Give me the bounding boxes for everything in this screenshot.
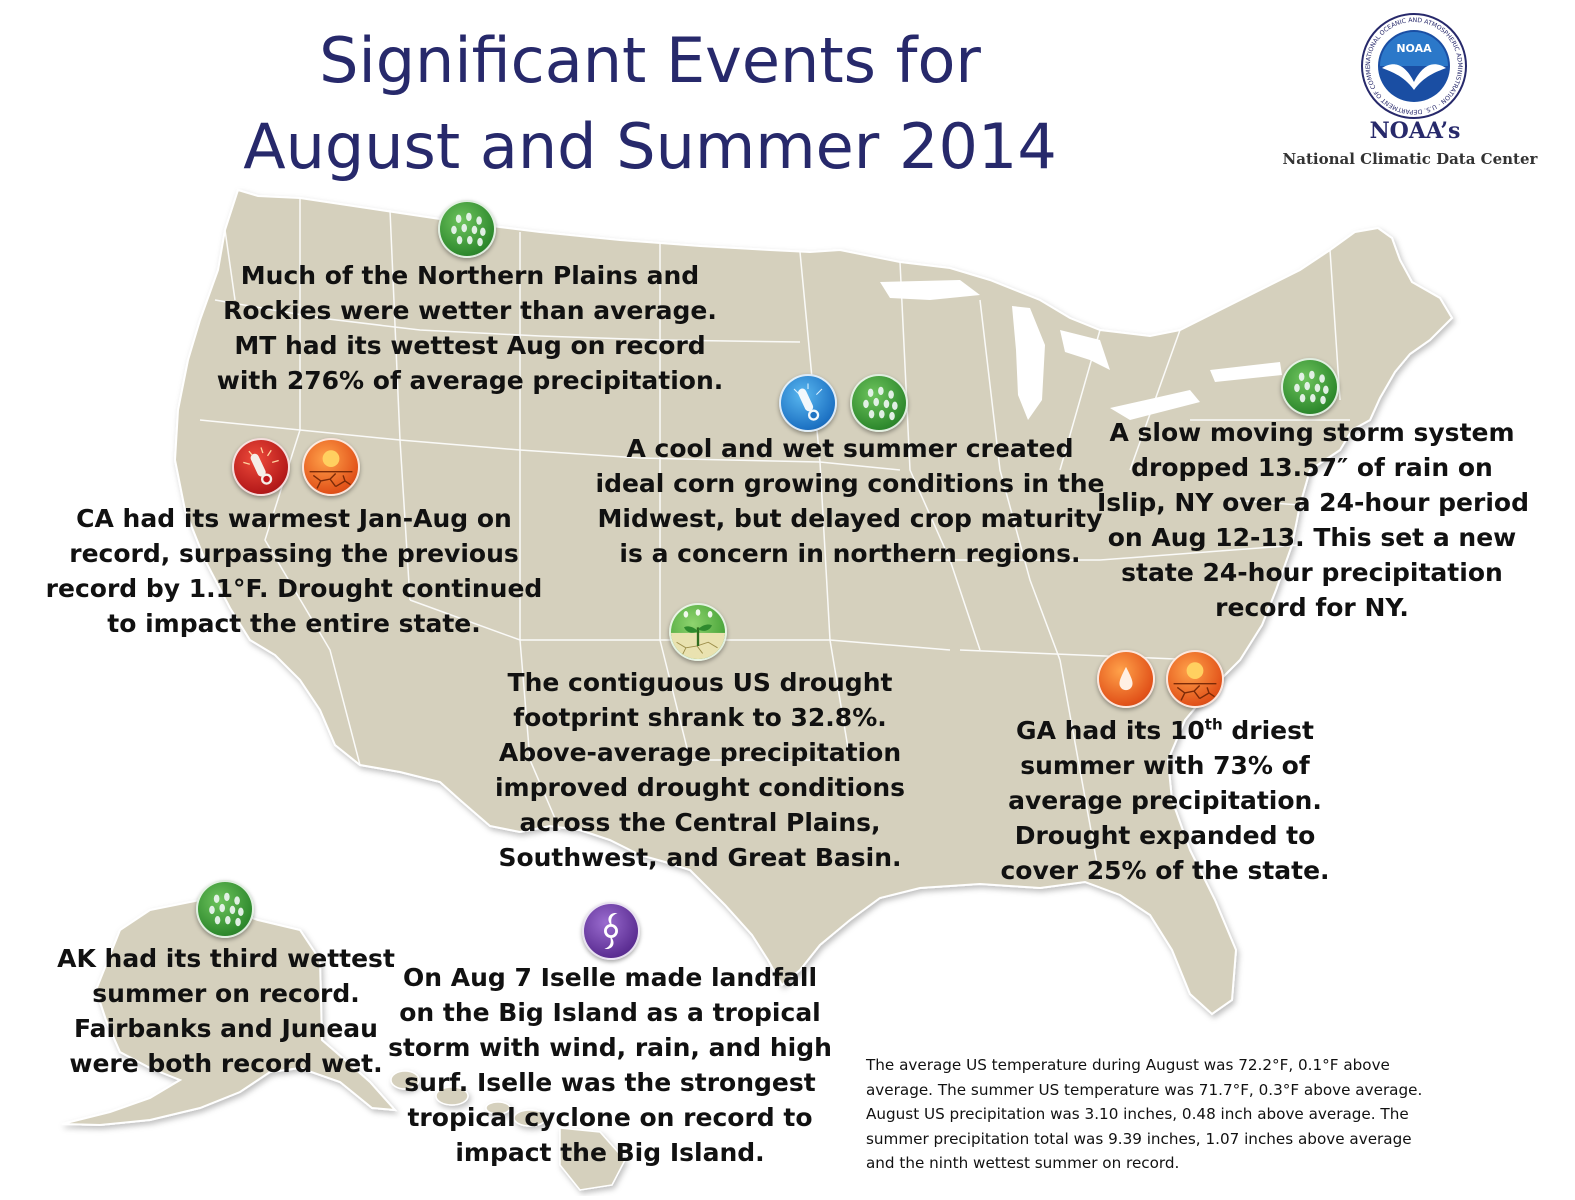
callout-line: Much of the Northern Plains and: [240, 261, 700, 290]
callout-drought-footprint: The contiguous US drought footprint shra…: [480, 665, 920, 875]
callout-line: A cool and wet summer created: [626, 434, 1074, 463]
title-line-2: August and Summer 2014: [243, 110, 1057, 183]
rain-icon: [438, 200, 496, 258]
callout-line: A slow moving storm system: [1109, 418, 1515, 447]
callout-line: record by 1.1°F. Drought continued: [45, 574, 543, 603]
callout-midwest: A cool and wet summer created ideal corn…: [595, 431, 1105, 571]
callout-line: On Aug 7 Iselle made landfall: [402, 963, 818, 992]
title-line-1: Significant Events for: [319, 24, 981, 97]
callout-northern-plains: Much of the Northern Plains and Rockies …: [200, 258, 740, 398]
callout-line: surf. Iselle was the strongest: [404, 1068, 816, 1097]
callout-line: across the Central Plains,: [519, 808, 881, 837]
tropical-cyclone-icon: [582, 902, 640, 960]
callout-line: tropical cyclone on record to: [407, 1103, 813, 1132]
footnote-line: summer precipitation total was 9.39 inch…: [866, 1129, 1412, 1148]
callout-line: dropped 13.57″ of rain on: [1131, 453, 1493, 482]
drought-icon: [302, 438, 360, 496]
callout-line: with 276% of average precipitation.: [216, 366, 724, 395]
footnote-line: average. The summer US temperature was 7…: [866, 1080, 1423, 1099]
contiguous-us-landmass: [173, 188, 1454, 1016]
hot-thermometer-icon: [232, 438, 290, 496]
callout-line: cover 25% of the state.: [1000, 856, 1330, 885]
callout-line: average precipitation.: [1008, 786, 1322, 815]
hawaii-islands: [390, 1070, 626, 1191]
alaska-landmass: [61, 898, 398, 1127]
callout-line: record for NY.: [1215, 593, 1409, 622]
cold-thermometer-icon: [779, 374, 837, 432]
callout-line: Fairbanks and Juneau: [74, 1014, 378, 1043]
dry-icon: [1097, 650, 1155, 708]
callout-line: record, surpassing the previous: [69, 539, 519, 568]
callout-line: storm with wind, rain, and high: [388, 1033, 832, 1062]
drought-icon: [1166, 650, 1224, 708]
callout-line: on Aug 12-13. This set a new: [1107, 523, 1517, 552]
callout-line: The contiguous US drought: [507, 668, 893, 697]
rain-icon: [1281, 358, 1339, 416]
callout-line: Southwest, and Great Basin.: [498, 843, 902, 872]
callout-line: summer on record.: [92, 979, 360, 1008]
footnote-line: The average US temperature during August…: [866, 1056, 1390, 1074]
callout-line: GA had its 10th driest: [1016, 715, 1314, 745]
callout-georgia: GA had its 10th driest summer with 73% o…: [990, 713, 1340, 888]
callout-line: AK had its third wettest: [57, 944, 395, 973]
noaa-logo-text: NOAA: [1396, 42, 1432, 55]
callout-line: Drought expanded to: [1014, 821, 1316, 850]
callout-new-york: A slow moving storm system dropped 13.57…: [1097, 415, 1529, 625]
summary-footnote: The average US temperature during August…: [866, 1053, 1556, 1176]
footnote-line: and the ninth wettest summer on record.: [866, 1154, 1180, 1172]
callout-alaska: AK had its third wettest summer on recor…: [56, 941, 396, 1081]
callout-line: Rockies were wetter than average.: [223, 296, 717, 325]
state-borders: [199, 198, 1350, 881]
callout-line: summer with 73% of: [1020, 751, 1310, 780]
drought-improvement-icon: [669, 603, 727, 661]
rain-icon: [850, 374, 908, 432]
callout-california: CA had its warmest Jan-Aug on record, su…: [44, 501, 544, 641]
callout-line: footprint shrank to 32.8%.: [513, 703, 887, 732]
callout-line: MT had its wettest Aug on record: [234, 331, 706, 360]
callout-line: is a concern in northern regions.: [619, 539, 1081, 568]
callout-line: improved drought conditions: [494, 773, 906, 802]
ncdc-name: National Climatic Data Center: [1282, 150, 1538, 168]
rain-icon: [196, 880, 254, 938]
callout-line: Islip, NY over a 24-hour period: [1097, 488, 1529, 517]
callout-line: CA had its warmest Jan-Aug on: [76, 504, 512, 533]
callout-line: Above-average precipitation: [498, 738, 902, 767]
great-lakes: [880, 280, 1282, 420]
callout-line: state 24-hour precipitation: [1121, 558, 1503, 587]
callout-line: Midwest, but delayed crop maturity: [597, 504, 1103, 533]
callout-line: were both record wet.: [69, 1049, 383, 1078]
callout-line: impact the Big Island.: [455, 1138, 765, 1167]
callout-line: ideal corn growing conditions in the: [595, 469, 1105, 498]
callout-line: to impact the entire state.: [107, 609, 481, 638]
callout-line: on the Big Island as a tropical: [399, 998, 821, 1027]
noaa-logo: NATIONAL OCEANIC AND ATMOSPHERIC ADMINIS…: [1360, 12, 1467, 119]
noaa-name: NOAA’s: [1369, 118, 1461, 144]
callout-hawaii: On Aug 7 Iselle made landfall on the Big…: [385, 960, 835, 1170]
footnote-line: August US precipitation was 3.10 inches,…: [866, 1105, 1409, 1123]
